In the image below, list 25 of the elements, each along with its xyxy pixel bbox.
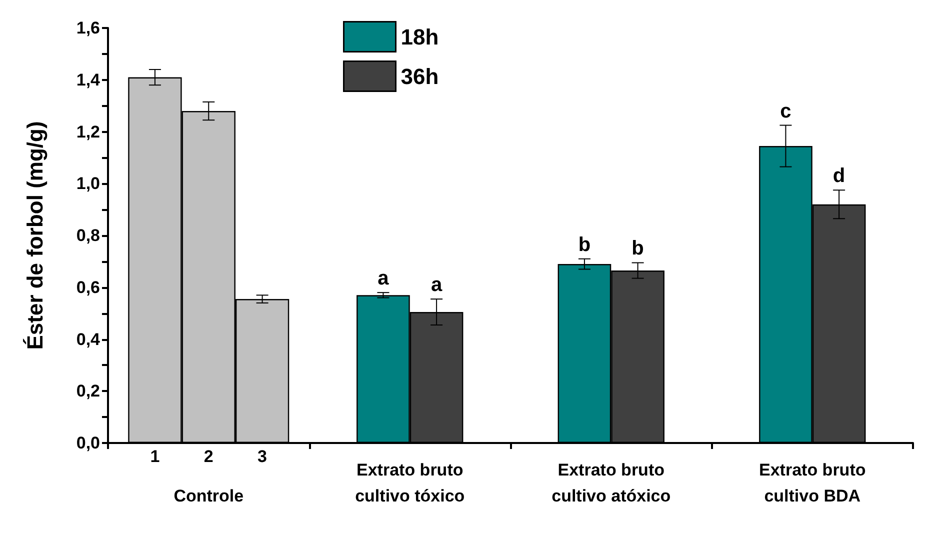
x-tick-label: Extrato bruto cultivo BDA [759, 460, 866, 506]
data-label: d [832, 165, 846, 188]
x-tick-label: Controle [174, 486, 244, 506]
y-tick-label: 0,8 [76, 226, 100, 245]
x-tick-label: Extrato bruto cultivo atóxico [552, 460, 671, 506]
y-tick-label: 0,6 [76, 278, 100, 297]
data-label: b [578, 234, 591, 256]
legend-label: 18h [400, 24, 439, 50]
series-label: 2 [204, 447, 214, 466]
y-tick-label: 1,2 [76, 122, 100, 142]
y-tick-label: 0,4 [76, 330, 101, 349]
series-label: 3 [258, 447, 268, 466]
y-axis-title: Éster de forbol (mg/g) [22, 121, 48, 350]
y-tick-label: 0,2 [76, 382, 100, 401]
y-tick-label: 0,0 [76, 434, 100, 452]
data-label: a [378, 268, 390, 290]
y-tick-label: 1,0 [76, 174, 100, 194]
data-label: a [430, 274, 443, 296]
y-tick-label: 1,6 [76, 18, 100, 38]
series-label: 1 [150, 447, 160, 466]
x-tick-label: Extrato bruto cultivo tóxico [355, 460, 465, 506]
data-label: b [632, 238, 644, 260]
data-label: c [780, 100, 792, 122]
y-tick-label: 1,4 [76, 70, 101, 90]
legend-label: 36h [400, 64, 439, 89]
